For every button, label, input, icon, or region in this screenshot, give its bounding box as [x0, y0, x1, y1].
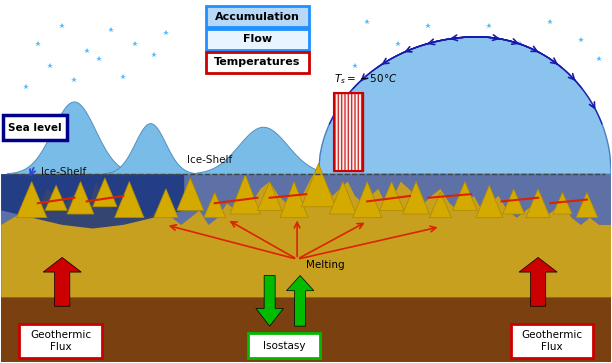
Polygon shape: [114, 182, 144, 218]
Polygon shape: [92, 178, 117, 207]
FancyArrow shape: [256, 276, 283, 326]
Polygon shape: [1, 167, 611, 297]
Text: Temperatures: Temperatures: [214, 57, 300, 67]
Bar: [1, 297, 611, 362]
Text: Geothermic
Flux: Geothermic Flux: [30, 330, 91, 352]
FancyArrow shape: [519, 257, 557, 306]
Polygon shape: [196, 127, 337, 174]
FancyBboxPatch shape: [510, 323, 593, 358]
Polygon shape: [301, 163, 335, 207]
Polygon shape: [45, 185, 67, 211]
Polygon shape: [154, 189, 178, 218]
Polygon shape: [17, 182, 47, 218]
Bar: [1, 174, 611, 297]
Polygon shape: [204, 192, 226, 218]
Polygon shape: [526, 189, 550, 218]
Polygon shape: [430, 192, 452, 218]
Polygon shape: [67, 182, 94, 214]
FancyBboxPatch shape: [206, 29, 309, 50]
Polygon shape: [329, 182, 356, 214]
Bar: [334, 93, 363, 171]
Polygon shape: [353, 182, 382, 218]
Text: $T_s = -50°C$: $T_s = -50°C$: [334, 72, 397, 86]
Polygon shape: [403, 182, 430, 214]
FancyArrow shape: [43, 257, 81, 306]
Polygon shape: [1, 167, 611, 297]
Polygon shape: [318, 37, 611, 174]
Text: Sea level: Sea level: [8, 123, 62, 132]
Text: Melting: Melting: [306, 260, 345, 270]
Polygon shape: [453, 182, 477, 211]
Polygon shape: [476, 185, 502, 218]
Text: Geothermic
Flux: Geothermic Flux: [521, 330, 583, 352]
FancyBboxPatch shape: [206, 6, 309, 27]
Text: Ice-Shelf: Ice-Shelf: [41, 167, 86, 178]
Polygon shape: [7, 102, 141, 174]
Polygon shape: [105, 124, 196, 174]
FancyArrow shape: [286, 276, 314, 326]
Polygon shape: [258, 182, 282, 211]
Text: Accumulation: Accumulation: [215, 12, 300, 22]
Polygon shape: [553, 192, 572, 214]
Bar: [334, 93, 363, 171]
Text: Ice-Shelf: Ice-Shelf: [187, 155, 233, 165]
FancyBboxPatch shape: [248, 333, 320, 358]
Polygon shape: [1, 174, 184, 290]
Polygon shape: [576, 192, 598, 218]
FancyBboxPatch shape: [20, 323, 102, 358]
Polygon shape: [230, 174, 261, 214]
FancyBboxPatch shape: [206, 52, 309, 73]
Text: Isostasy: Isostasy: [263, 340, 305, 351]
Polygon shape: [177, 178, 204, 211]
FancyBboxPatch shape: [3, 115, 67, 140]
Polygon shape: [379, 182, 404, 211]
Polygon shape: [502, 189, 524, 214]
Polygon shape: [280, 182, 308, 218]
Text: Flow: Flow: [243, 34, 272, 44]
